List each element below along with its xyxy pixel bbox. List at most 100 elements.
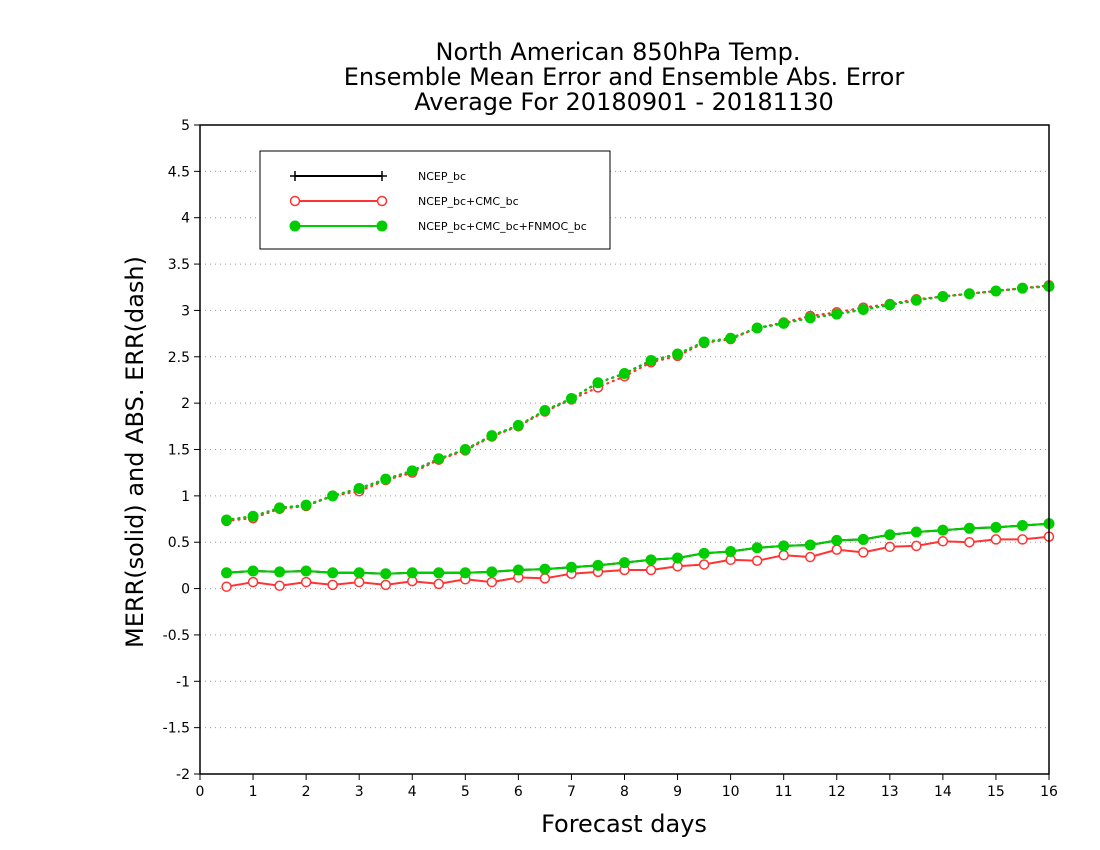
data-point-ncep-bc-cmc-bc-fnmoc-bc-abs-err	[380, 473, 392, 485]
data-point-ncep-bc-cmc-bc-fnmoc-bc-abs-err	[804, 312, 816, 324]
data-point-ncep-bc-cmc-bc-fnmoc-bc-merr	[433, 567, 445, 579]
y-tick-label: 2.5	[168, 350, 190, 366]
data-point-ncep-bc-cmc-bc-merr	[353, 576, 365, 588]
data-point-ncep-bc-cmc-bc-fnmoc-bc-merr	[512, 564, 524, 576]
data-point-ncep-bc-cmc-bc-fnmoc-bc-abs-err	[539, 405, 551, 417]
data-point-ncep-bc-cmc-bc-fnmoc-bc-merr	[327, 567, 339, 579]
data-point-ncep-bc-cmc-bc-fnmoc-bc-merr	[645, 554, 657, 566]
data-point-ncep-bc-cmc-bc-fnmoc-bc-abs-err	[353, 482, 365, 494]
data-point-ncep-bc-cmc-bc-fnmoc-bc-merr	[619, 557, 630, 569]
data-point-ncep-bc-cmc-bc-fnmoc-bc-merr	[884, 529, 896, 541]
x-tick-label: 3	[355, 784, 364, 800]
x-tick-label: 6	[514, 784, 523, 800]
legend-items: NCEP_bc NCEP_bc+CMC_bc NCEP_bc+CMC_bc+FNMO…	[289, 170, 587, 233]
chart-title-line-3: Average For 20180901 - 20181130	[414, 88, 834, 116]
data-point-ncep-bc-cmc-bc-fnmoc-bc-abs-err	[327, 490, 339, 502]
data-point-ncep-bc-cmc-bc-merr	[698, 559, 710, 570]
data-point-ncep-bc-cmc-bc-merr	[937, 536, 949, 547]
data-point-ncep-bc-cmc-bc-merr	[327, 579, 338, 591]
y-tick-label: 0.5	[168, 535, 190, 551]
data-point-ncep-bc-cmc-bc-merr	[964, 536, 975, 548]
data-point-ncep-bc-cmc-bc-fnmoc-bc-merr	[486, 566, 498, 578]
data-point-ncep-bc-cmc-bc-fnmoc-bc-merr	[831, 534, 843, 546]
x-tick-label: 5	[461, 784, 470, 800]
data-point-ncep-bc-cmc-bc-fnmoc-bc-merr	[221, 567, 233, 579]
legend-marker-ncep-bc	[377, 171, 387, 181]
data-point-ncep-bc-cmc-bc-merr	[645, 564, 657, 576]
data-point-ncep-bc-cmc-bc-fnmoc-bc-merr	[247, 565, 259, 577]
data-point-ncep-bc-cmc-bc-fnmoc-bc-abs-err	[645, 354, 657, 366]
legend-label-ncep-bc-cmc-bc-fnmoc-bc: NCEP_bc+CMC_bc+FNMOC_bc	[418, 220, 587, 233]
y-tick-label: 5	[181, 118, 190, 134]
data-point-ncep-bc-cmc-bc-fnmoc-bc-merr	[778, 540, 790, 552]
data-point-ncep-bc-cmc-bc-fnmoc-bc-merr	[990, 521, 1002, 533]
data-point-ncep-bc-cmc-bc-merr	[804, 551, 816, 563]
data-point-ncep-bc-cmc-bc-merr	[433, 578, 445, 590]
legend-label-ncep-bc: NCEP_bc	[418, 170, 466, 183]
data-point-ncep-bc-cmc-bc-fnmoc-bc-merr	[672, 552, 684, 564]
x-tick-label: 16	[1040, 784, 1058, 800]
x-tick-label: 13	[881, 784, 899, 800]
data-point-ncep-bc-cmc-bc-merr	[751, 555, 763, 567]
data-point-ncep-bc-cmc-bc-fnmoc-bc-merr	[1016, 520, 1028, 532]
y-tick-label: -1	[176, 674, 190, 690]
chart-title-line-2: Ensemble Mean Error and Ensemble Abs. Er…	[344, 63, 905, 91]
data-point-ncep-bc-cmc-bc-merr	[990, 534, 1002, 545]
legend-marker-ncep-bc-cmc-bc	[376, 195, 388, 207]
data-point-ncep-bc-cmc-bc-fnmoc-bc-abs-err	[963, 288, 975, 300]
legend-marker-ncep-bc-cmc-bc	[289, 195, 301, 207]
data-point-ncep-bc-cmc-bc-fnmoc-bc-merr	[300, 565, 312, 577]
data-point-ncep-bc-cmc-bc-fnmoc-bc-merr	[751, 542, 763, 554]
legend-marker-ncep-bc-cmc-bc-fnmoc-bc	[289, 220, 301, 232]
y-tick-label: -0.5	[163, 628, 190, 644]
data-point-ncep-bc-cmc-bc-fnmoc-bc-merr	[592, 559, 604, 571]
x-axis-label: Forecast days	[541, 810, 707, 838]
data-point-ncep-bc-cmc-bc-merr	[1017, 534, 1028, 545]
data-point-ncep-bc-cmc-bc-merr	[539, 573, 551, 584]
y-tick-label: 3.5	[168, 257, 190, 273]
data-point-ncep-bc-cmc-bc-fnmoc-bc-merr	[937, 524, 949, 536]
legend-marker-ncep-bc	[290, 171, 300, 181]
x-tick-label: 11	[775, 784, 793, 800]
y-tick-label: 1	[181, 489, 190, 505]
data-point-ncep-bc-cmc-bc-fnmoc-bc-abs-err	[433, 453, 445, 465]
y-tick-label: 4	[181, 211, 190, 227]
data-point-ncep-bc-cmc-bc-fnmoc-bc-abs-err	[300, 499, 312, 511]
data-point-ncep-bc-cmc-bc-fnmoc-bc-abs-err	[698, 336, 710, 348]
data-point-ncep-bc-cmc-bc-fnmoc-bc-abs-err	[857, 304, 869, 316]
x-tick-label: 0	[196, 784, 205, 800]
data-point-ncep-bc-cmc-bc-fnmoc-bc-abs-err	[221, 514, 233, 526]
x-tick-label: 14	[934, 784, 952, 800]
data-point-ncep-bc-cmc-bc-fnmoc-bc-merr	[725, 545, 737, 557]
y-tick-label: 3	[181, 303, 190, 319]
data-point-ncep-bc-cmc-bc-fnmoc-bc-merr	[857, 533, 869, 545]
data-point-ncep-bc-cmc-bc-fnmoc-bc-abs-err	[459, 444, 471, 455]
data-point-ncep-bc-cmc-bc-fnmoc-bc-abs-err	[274, 502, 286, 514]
grid	[200, 170, 1049, 729]
data-point-ncep-bc-cmc-bc-fnmoc-bc-merr	[698, 547, 710, 559]
y-tick-label: -2	[176, 767, 190, 783]
data-point-ncep-bc-cmc-bc-merr	[911, 540, 922, 552]
data-point-ncep-bc-cmc-bc-merr	[884, 541, 896, 553]
x-tick-label: 12	[828, 784, 846, 800]
data-point-ncep-bc-cmc-bc-fnmoc-bc-abs-err	[486, 430, 498, 442]
data-point-ncep-bc-cmc-bc-fnmoc-bc-merr	[910, 526, 922, 538]
y-tick-label: -1.5	[163, 721, 190, 737]
data-point-ncep-bc-cmc-bc-fnmoc-bc-abs-err	[831, 308, 843, 320]
data-point-ncep-bc-cmc-bc-merr	[380, 579, 391, 591]
data-point-ncep-bc-cmc-bc-merr	[300, 576, 312, 588]
data-point-ncep-bc-cmc-bc-fnmoc-bc-abs-err	[619, 367, 630, 379]
data-point-ncep-bc-cmc-bc-merr	[247, 576, 259, 588]
data-point-ncep-bc-cmc-bc-merr	[274, 580, 285, 592]
y-tick-label: 4.5	[168, 164, 190, 180]
data-point-ncep-bc-cmc-bc-fnmoc-bc-abs-err	[1016, 282, 1028, 294]
x-tick-label: 7	[567, 784, 576, 800]
data-point-ncep-bc-cmc-bc-fnmoc-bc-abs-err	[990, 285, 1002, 297]
data-point-ncep-bc-cmc-bc-fnmoc-bc-abs-err	[751, 322, 763, 334]
x-tick-label: 4	[408, 784, 417, 800]
chart-title-line-1: North American 850hPa Temp.	[436, 38, 801, 66]
data-point-ncep-bc-cmc-bc-fnmoc-bc-merr	[565, 561, 577, 573]
data-point-ncep-bc-cmc-bc-fnmoc-bc-abs-err	[406, 465, 418, 477]
data-point-ncep-bc-cmc-bc-merr	[486, 576, 498, 588]
